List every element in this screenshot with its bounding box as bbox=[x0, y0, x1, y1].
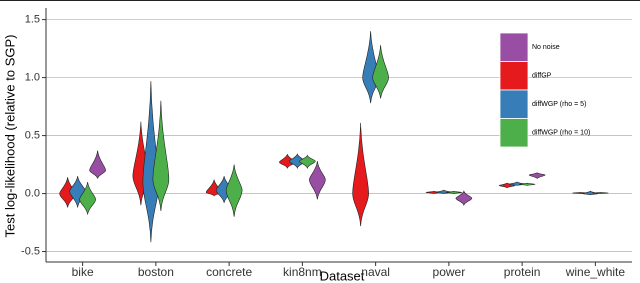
y-tick-label: 0.0 bbox=[25, 187, 40, 199]
y-tick-label: 1.5 bbox=[25, 14, 40, 26]
legend-swatch bbox=[499, 61, 529, 91]
x-axis-title: Dataset bbox=[320, 268, 365, 283]
legend-swatch bbox=[499, 118, 529, 148]
violin bbox=[528, 172, 546, 180]
violin bbox=[309, 161, 326, 200]
x-tick-label: concrete bbox=[206, 265, 252, 279]
y-axis-title: Test log-likelihood (relative to SGP) bbox=[2, 34, 17, 237]
violin bbox=[592, 192, 609, 194]
legend-label: diffWGP (rho = 5) bbox=[532, 101, 586, 108]
violin bbox=[372, 45, 389, 99]
x-tick-label: protein bbox=[504, 265, 541, 279]
x-tick-label: bike bbox=[72, 265, 94, 279]
x-tick-label: wine_white bbox=[565, 265, 626, 279]
violin bbox=[152, 100, 170, 211]
y-tick-label: 0.5 bbox=[25, 129, 40, 141]
legend-label: diffGP bbox=[532, 73, 552, 80]
x-tick-label: power bbox=[433, 265, 466, 279]
violin bbox=[79, 181, 96, 215]
violin bbox=[352, 122, 369, 227]
violin bbox=[89, 150, 106, 179]
y-tick-label: 1.0 bbox=[25, 71, 40, 83]
violin bbox=[225, 164, 243, 217]
legend-label: No noise bbox=[532, 44, 560, 51]
violin bbox=[445, 190, 463, 194]
x-tick-label: kin8nm bbox=[283, 265, 322, 279]
x-tick-label: naval bbox=[361, 265, 390, 279]
violin bbox=[518, 182, 536, 186]
legend-swatch bbox=[499, 89, 529, 119]
violin bbox=[455, 190, 473, 207]
y-tick-label: -0.5 bbox=[21, 245, 40, 257]
x-tick-label: boston bbox=[138, 265, 174, 279]
violin bbox=[69, 176, 86, 208]
legend-swatch bbox=[499, 32, 529, 62]
legend-label: diffWGP (rho = 10) bbox=[532, 130, 590, 137]
violin bbox=[299, 154, 316, 170]
